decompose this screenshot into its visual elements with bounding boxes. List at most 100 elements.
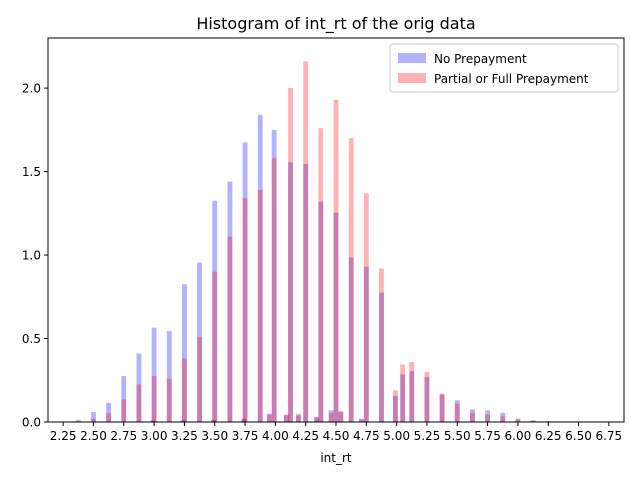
bar-partial-or-full-prepayment-46 [338,411,344,422]
bar-no-prepayment-6 [151,327,157,422]
bar-no-prepayment-25 [424,376,430,422]
bar-partial-or-full-prepayment-37 [150,420,156,422]
y-tick-label: 1.0 [22,249,41,263]
histogram-bars [60,61,612,423]
y-tick-label: 1.5 [22,165,41,179]
bar-partial-or-full-prepayment-22 [392,390,398,422]
bar-partial-or-full-prepayment-41 [266,414,272,422]
bar-partial-or-full-prepayment-16 [303,61,309,423]
x-tick-label: 3.75 [232,429,259,443]
legend-label: Partial or Full Prepayment [434,72,589,86]
bar-partial-or-full-prepayment-3 [106,412,112,422]
legend-box [389,43,619,93]
bar-partial-or-full-prepayment-8 [182,358,187,422]
bar-partial-or-full-prepayment-47 [359,419,364,422]
bar-partial-or-full-prepayment-18 [333,99,339,423]
y-axis: 0.0 0.5 1.0 1.5 2.0 [22,82,48,430]
x-tick-label: 5.00 [383,429,410,443]
bar-partial-or-full-prepayment-28 [470,412,475,422]
bar-partial-or-full-prepayment-30 [500,416,506,422]
bar-partial-or-full-prepayment-4 [121,399,127,422]
bar-partial-or-full-prepayment-11 [227,236,233,422]
bar-partial-or-full-prepayment-44 [314,417,320,422]
bar-partial-or-full-prepayment-6 [151,376,157,422]
x-tick-label: 2.25 [50,429,77,443]
bar-no-prepayment-8 [182,284,187,422]
bar-partial-or-full-prepayment-10 [212,271,218,422]
bar-partial-or-full-prepayment-17 [318,128,324,422]
bar-partial-or-full-prepayment-39 [211,420,216,422]
bar-no-prepayment-30 [500,412,506,422]
bar-partial-or-full-prepayment-2 [91,418,96,422]
legend-swatch [398,73,426,83]
x-axis: 2.25 2.50 2.75 3.00 3.25 3.50 3.75 4.00 4.25 4.50… [50,422,622,443]
x-tick-label: 3.50 [201,429,228,443]
bar-no-prepayment-15 [288,162,293,422]
bar-partial-or-full-prepayment-14 [271,158,277,422]
x-tick-label: 3.25 [171,429,198,443]
x-tick-label: 2.50 [80,429,107,443]
bar-no-prepayment-19 [348,257,354,422]
bar-partial-or-full-prepayment-13 [257,189,263,422]
bar-partial-or-full-prepayment-45 [328,412,334,422]
bar-partial-or-full-prepayment-5 [136,384,142,422]
bar-no-prepayment-47 [359,418,364,422]
bar-no-prepayment-21 [379,292,384,422]
bar-partial-or-full-prepayment-27 [454,403,460,422]
legend-swatch [398,53,426,63]
bar-no-prepayment-14 [271,129,277,422]
bar-no-prepayment-13 [257,114,263,423]
bar-no-prepayment-20 [363,266,369,422]
x-tick-label: 5.25 [414,429,441,443]
bar-partial-or-full-prepayment-9 [197,336,202,422]
x-tick-label: 4.25 [292,429,319,443]
x-tick-label: 5.75 [474,429,501,443]
bar-partial-or-full-prepayment-32 [530,420,536,422]
y-tick-label: 0.0 [22,416,41,430]
x-tick-label: 4.75 [353,429,380,443]
bar-no-prepayment-3 [106,402,112,422]
bar-partial-or-full-prepayment-40 [241,419,247,422]
x-axis-label: int_rt [320,451,352,465]
bar-partial-or-full-prepayment-38 [180,420,186,422]
bar-no-prepayment-17 [318,201,324,422]
chart-title: Histogram of int_rt of the orig data [196,14,475,34]
bar-no-prepayment-1 [75,419,81,422]
x-tick-label: 5.50 [444,429,471,443]
x-tick-label: 3.00 [141,429,168,443]
bar-no-prepayment-29 [485,410,490,422]
x-tick-label: 6.50 [565,429,592,443]
x-tick-label: 2.75 [110,429,137,443]
x-tick-label: 6.75 [595,429,622,443]
bar-partial-or-full-prepayment-12 [242,198,248,422]
bar-no-prepayment-23 [400,374,406,422]
bar-no-prepayment-9 [197,262,202,422]
bar-no-prepayment-45 [328,410,334,422]
bar-no-prepayment-37 [150,420,156,422]
bar-partial-or-full-prepayment-42 [283,414,289,422]
x-tick-label: 4.00 [262,429,289,443]
bar-no-prepayment-41 [266,413,272,422]
bar-no-prepayment-18 [333,212,339,422]
bar-no-prepayment-12 [242,142,248,422]
bar-no-prepayment-24 [409,371,415,422]
bar-no-prepayment-7 [166,331,172,422]
bar-no-prepayment-5 [136,353,142,422]
legend: No Prepayment Partial or Full Prepayment [389,43,619,93]
bar-no-prepayment-22 [392,396,398,422]
bar-no-prepayment-39 [211,420,216,422]
bar-no-prepayment-46 [338,411,344,422]
bar-no-prepayment-2 [91,411,96,422]
bar-no-prepayment-16 [303,164,309,423]
bar-partial-or-full-prepayment-25 [424,371,430,422]
bar-no-prepayment-28 [470,409,475,422]
bar-partial-or-full-prepayment-15 [288,88,293,422]
bar-no-prepayment-32 [530,420,536,422]
x-tick-label: 6.25 [535,429,562,443]
bar-partial-or-full-prepayment-21 [379,268,384,422]
bar-no-prepayment-26 [439,394,445,422]
bar-no-prepayment-42 [283,415,289,422]
bar-partial-or-full-prepayment-31 [515,419,521,422]
y-tick-label: 2.0 [22,82,41,96]
